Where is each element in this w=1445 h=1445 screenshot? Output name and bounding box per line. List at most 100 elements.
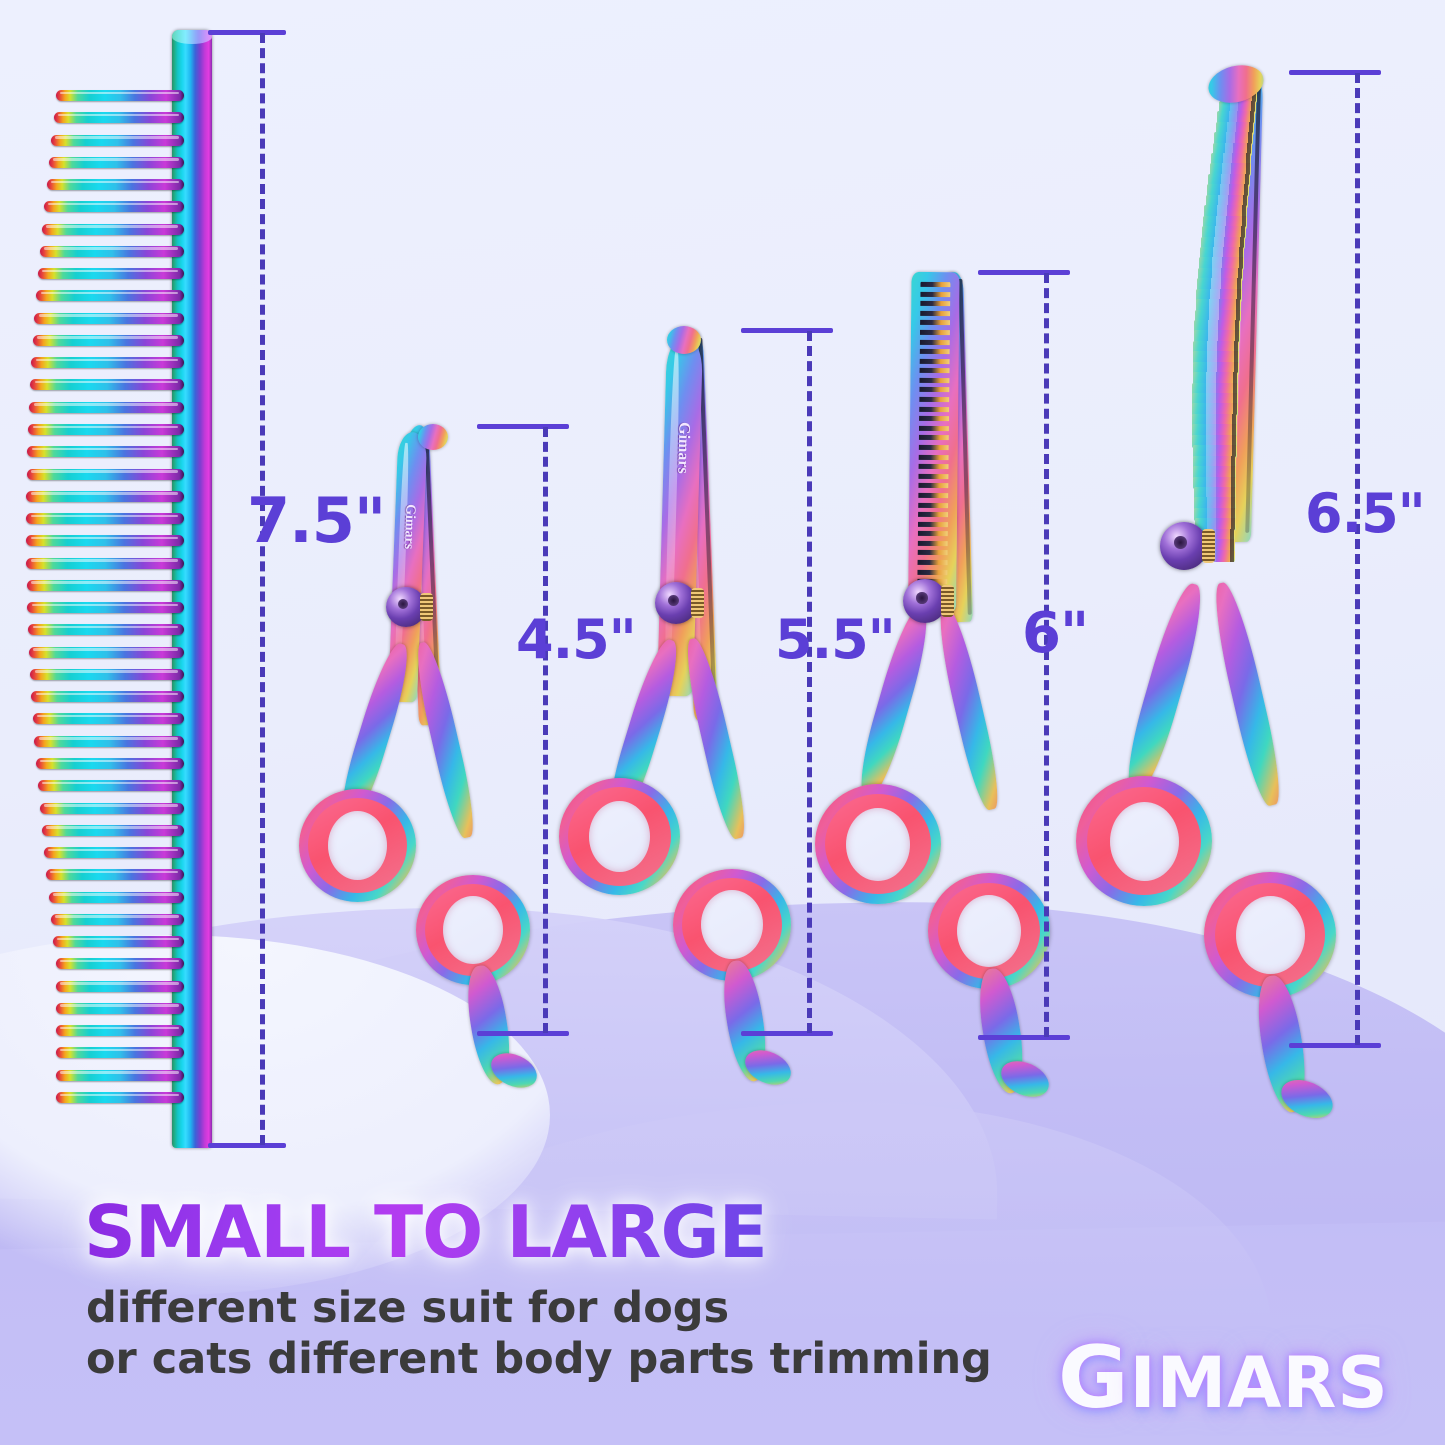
curved-blade-sheen — [1214, 236, 1224, 250]
curved-blade-edge — [1246, 153, 1251, 166]
curved-blade-edge — [1232, 393, 1237, 406]
comb-tooth — [56, 1092, 184, 1103]
curved-blade-edge — [1250, 111, 1255, 125]
curved-blade-edge — [1232, 424, 1237, 438]
shear-pivot-screw — [386, 587, 433, 627]
ring-hole — [846, 808, 910, 881]
shear-finger-ring-upper — [559, 778, 680, 895]
curved-blade-slice — [1204, 205, 1248, 219]
curved-blade-sheen — [1219, 184, 1229, 198]
curved-blade-slice — [1193, 476, 1237, 490]
curved-blade-sheen — [1206, 382, 1217, 396]
curved-blade-sheen — [1205, 424, 1216, 438]
measure-label-curved: 6.5" — [1305, 482, 1426, 545]
thinning-tooth — [917, 559, 948, 566]
comb-tooth — [48, 156, 184, 168]
measure-cap-top — [978, 270, 1070, 275]
comb-tooth — [27, 446, 184, 458]
comb-tooth — [34, 312, 184, 324]
shear-finger-ring-upper — [1076, 776, 1212, 906]
measure-label-comb: 7.5" — [247, 484, 386, 557]
curved-blade-edge — [1231, 445, 1236, 459]
curved-blade-sheen — [1205, 445, 1216, 459]
comb-tooth — [56, 1069, 184, 1081]
measure-cap-top — [208, 30, 286, 35]
thinning-tooth — [917, 540, 948, 547]
curved-blade-slice — [1197, 267, 1244, 281]
comb-tooth — [30, 379, 184, 391]
comb-tooth — [26, 513, 184, 525]
curved-blade-edge — [1232, 413, 1237, 427]
comb-tooth — [51, 134, 184, 146]
pivot-knurl — [691, 587, 704, 619]
shear-pivot-screw — [1160, 522, 1215, 570]
curved-blade-sheen — [1224, 142, 1234, 156]
curved-blade-edge — [1230, 528, 1235, 542]
curved-blade-edge — [1251, 100, 1256, 114]
comb-tooth — [29, 668, 184, 680]
curved-blade-edge — [1242, 205, 1247, 219]
comb-tooth — [46, 179, 184, 191]
curved-blade-slice — [1192, 372, 1239, 386]
curved-blade-slice — [1192, 445, 1237, 459]
comb-tooth — [56, 90, 184, 101]
comb-tooth — [56, 1047, 184, 1059]
shear-tip-bulb — [418, 424, 448, 450]
thinning-tooth — [917, 569, 948, 575]
thinning-tooth — [920, 291, 951, 297]
pivot-center — [1174, 536, 1187, 549]
curved-blade-slice — [1193, 486, 1236, 500]
curved-blade-edge — [1235, 320, 1240, 333]
thinning-tooth — [918, 511, 949, 518]
ring-hole — [328, 811, 387, 880]
curved-blade-slice — [1193, 330, 1240, 344]
measure-cap-bottom — [477, 1031, 569, 1036]
thinning-tooth — [918, 425, 949, 431]
pivot-knurl — [420, 592, 433, 622]
curved-blade-edge — [1231, 486, 1236, 500]
curved-blade-sheen — [1225, 132, 1235, 146]
curved-blade-slice — [1192, 413, 1238, 427]
shear-pivot-screw — [655, 582, 704, 624]
thinning-blade — [908, 271, 960, 615]
measure-label-shear-medium: 5.5" — [775, 608, 896, 671]
curved-blade-sheen — [1228, 111, 1237, 125]
curved-blade-sheen — [1208, 309, 1219, 323]
thinning-tooth — [918, 435, 949, 441]
thinning-tooth — [919, 387, 950, 393]
shear-finger-ring-upper — [815, 784, 941, 904]
curved-blade-sheen — [1212, 257, 1223, 271]
curved-blade-sheen — [1207, 518, 1216, 532]
curved-blade-edge — [1241, 215, 1246, 229]
curved-blade-slice — [1197, 278, 1243, 292]
comb-tooth — [27, 424, 184, 435]
comb-tooth — [32, 713, 184, 725]
measure-line-shear-medium — [741, 328, 833, 1036]
thinning-tooth — [917, 521, 948, 527]
curved-blade-slice — [1195, 299, 1242, 313]
comb-tooth — [28, 646, 184, 658]
curved-blade-sheen — [1205, 403, 1216, 417]
measure-cap-top — [1289, 70, 1381, 75]
curved-blade-edge — [1238, 257, 1243, 271]
curved-blade-edge — [1248, 132, 1253, 146]
ring-hole — [443, 896, 503, 964]
comb-tooth — [38, 268, 184, 280]
curved-blade-slice — [1203, 215, 1247, 229]
curved-blade-slice — [1194, 320, 1241, 333]
comb-tooth — [34, 735, 184, 747]
curved-blade-sheen — [1207, 340, 1218, 354]
comb-tooth — [43, 847, 184, 859]
curved-blade-sheen — [1218, 194, 1228, 208]
curved-blade-slice — [1192, 361, 1239, 375]
measure-line-shear-small — [477, 424, 569, 1036]
thinning-tooth — [918, 502, 949, 508]
curved-blade-slice — [1208, 173, 1250, 187]
curved-blade-sheen — [1206, 476, 1216, 490]
comb-tooth — [56, 980, 184, 992]
curved-blade-edge — [1234, 351, 1239, 365]
comb-tooth — [37, 780, 184, 792]
curved-blade-slice — [1218, 100, 1257, 114]
curved-blade-edge — [1234, 340, 1239, 354]
blade-engraving: Gimars — [400, 503, 418, 550]
